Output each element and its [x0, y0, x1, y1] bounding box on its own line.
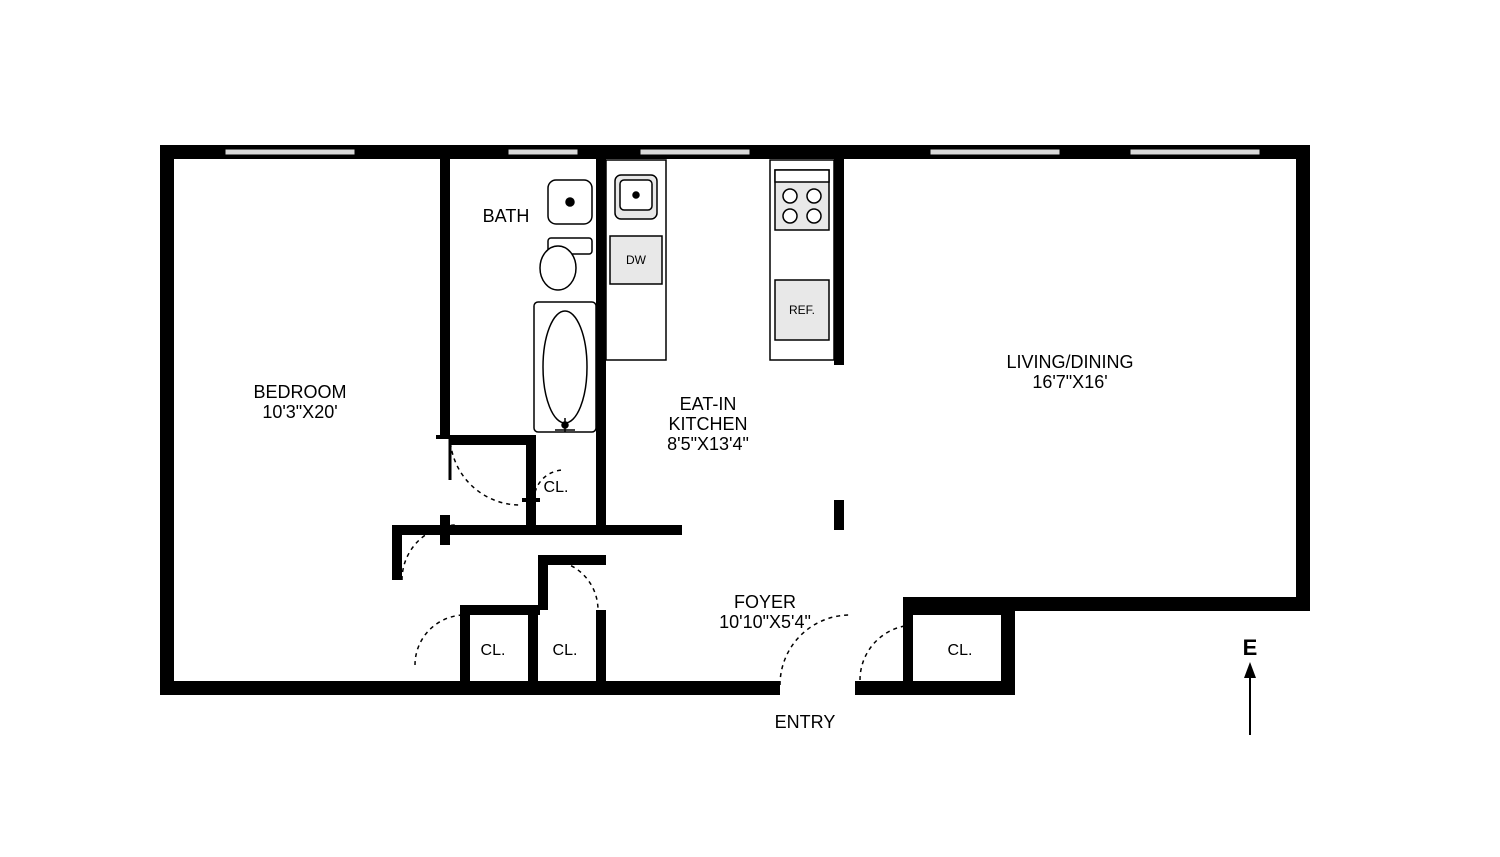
compass: E: [1243, 635, 1258, 735]
closet-label: CL.: [948, 642, 973, 659]
compass-label: E: [1243, 635, 1258, 660]
living-label: LIVING/DINING: [1006, 352, 1133, 372]
dw-label: DW: [626, 253, 647, 267]
bedroom-dims: 10'3"X20': [262, 402, 337, 422]
ref-label: REF.: [789, 303, 815, 317]
kitchen-label-1: EAT-IN: [680, 394, 737, 414]
floorplan-diagram: BEDROOM 10'3"X20' BATH EAT-IN KITCHEN 8'…: [0, 0, 1500, 857]
entry-label: ENTRY: [775, 712, 836, 732]
bedroom-label: BEDROOM: [253, 382, 346, 402]
closet-label: CL.: [553, 642, 578, 659]
bath-label: BATH: [483, 206, 530, 226]
bath-fixtures: [534, 180, 596, 432]
foyer-label: FOYER: [734, 592, 796, 612]
closet-label: CL.: [544, 479, 569, 496]
door-arcs: [398, 435, 915, 685]
kitchen-dims: 8'5"X13'4": [667, 434, 749, 454]
living-dims: 16'7"X16': [1032, 372, 1107, 392]
closet-label: CL.: [481, 642, 506, 659]
foyer-dims: 10'10"X5'4": [719, 612, 811, 632]
kitchen-label-2: KITCHEN: [668, 414, 747, 434]
